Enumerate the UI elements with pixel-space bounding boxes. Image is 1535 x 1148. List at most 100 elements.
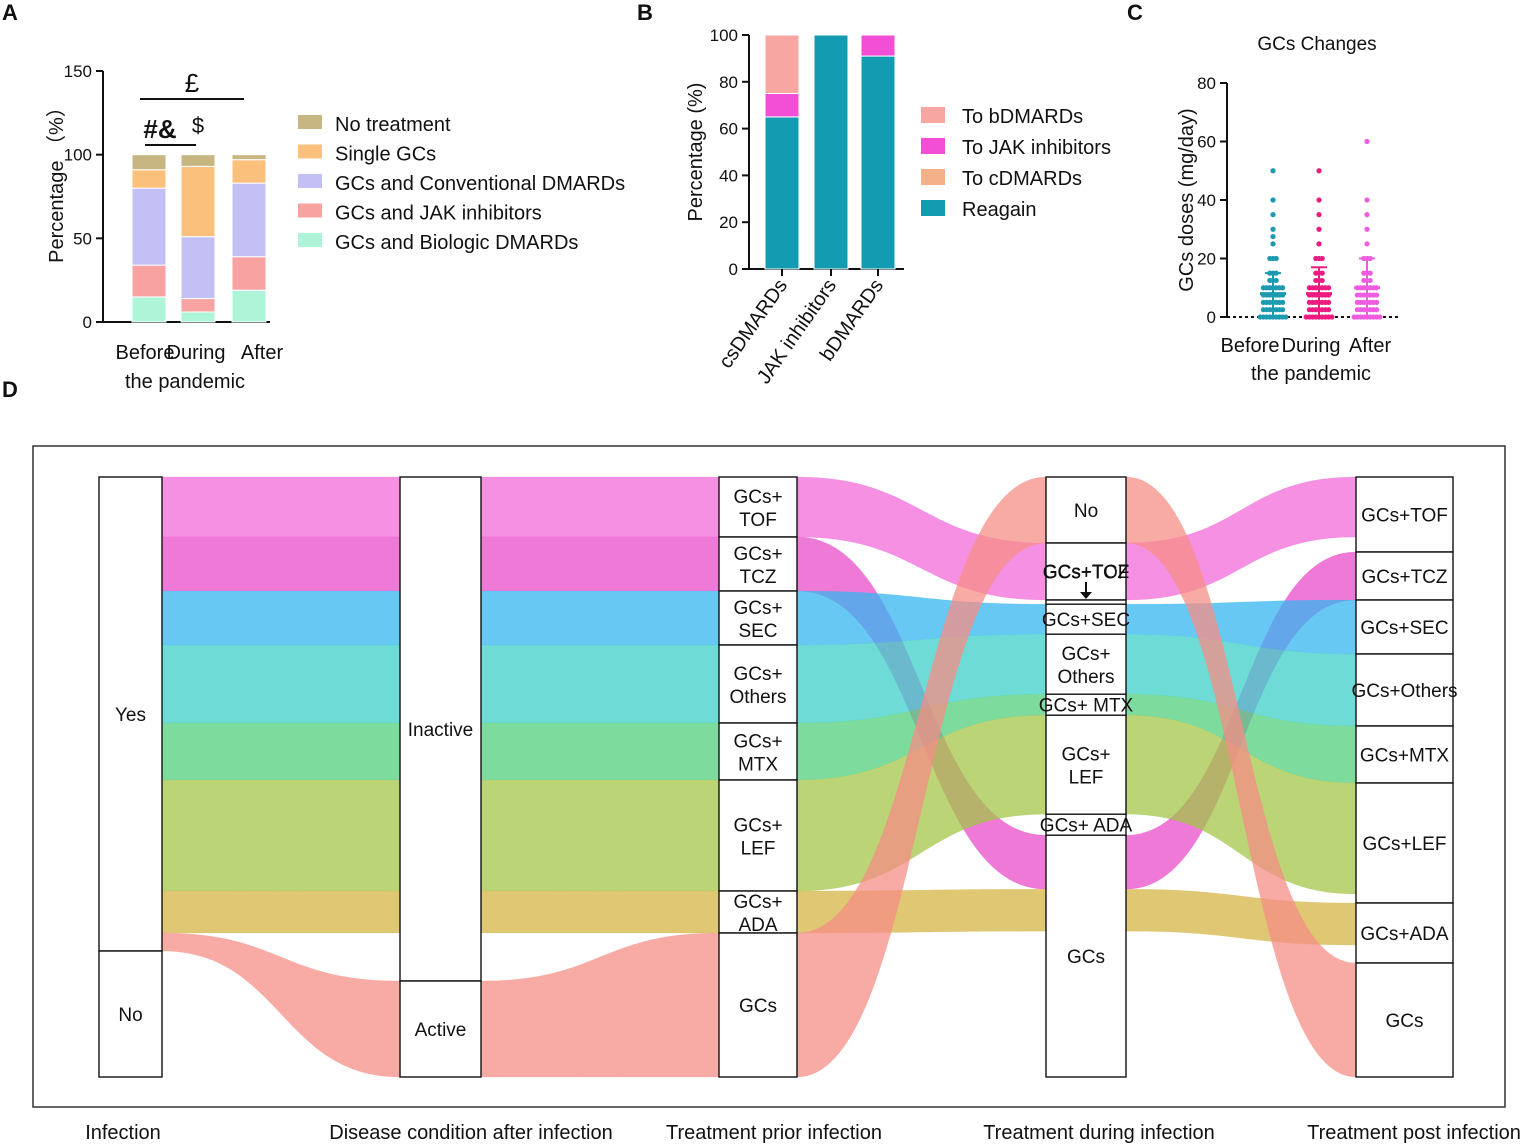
sankey-node-label: GCs+LEF [1363,834,1447,855]
panel-c-chart: GCs Changes 0 20 40 60 80 GCs doses (mg/day) Be… [1176,34,1400,385]
sankey-node-label: GCs [1386,1011,1424,1032]
data-point [1273,277,1279,284]
data-point [1326,307,1332,313]
sankey-node [1355,653,1454,727]
sankey-node-label: Others [729,687,786,708]
y-tick-label: 0 [83,313,92,332]
data-point [1319,270,1325,276]
bar-segment [860,55,896,270]
sankey-node-label: SEC [738,621,777,642]
data-point [1316,241,1322,247]
sankey-node-label: GCs+ADA [1360,924,1448,945]
sankey-node-label: GCs+TCZ [1361,567,1447,588]
bar-segment [131,187,167,266]
data-point [1280,285,1286,291]
sankey-column-label: Treatment during infection [983,1122,1215,1144]
sankey-node-label: GCs+ [733,544,782,565]
sankey-flow-sec [161,590,401,646]
sankey-node [1045,633,1127,695]
x-axis-label: the pandemic [125,371,245,393]
sankey-node-label: GCs+Others [1351,681,1457,702]
bar-segment [180,311,216,323]
panel-letter-a: A [2,0,18,25]
x-axis-label: the pandemic [1251,363,1371,385]
data-point [1283,314,1289,320]
legend-label: To cDMARDs [962,168,1082,190]
legend-label: Single GCs [335,144,436,166]
annotation-label: £ [185,68,200,98]
bar-segment [180,236,216,300]
legend-swatch [921,169,945,185]
chart-title: GCs Changes [1257,34,1376,55]
sankey-node [1355,599,1454,655]
sankey-node-label: No [1074,501,1098,522]
data-point [1364,138,1370,145]
bar-segment [231,154,267,161]
sankey-column-label: Infection [85,1122,161,1144]
sankey-node-label: GCs+ [1061,745,1110,766]
y-tick-label: 20 [1197,250,1216,269]
sankey-node-label: GCs+SEC [1042,610,1130,631]
sankey-node [1045,834,1127,1078]
y-tick-label: 0 [1207,308,1216,327]
sankey-flow-gcs [161,932,401,1078]
sankey-node-label: Yes [115,705,146,726]
data-point [1270,241,1276,247]
bar-segment [231,289,267,323]
sankey-node [98,950,163,1078]
x-tick-label: Before [1221,335,1280,357]
legend-label: To JAK inhibitors [962,137,1111,159]
legend-label: No treatment [335,114,451,136]
y-tick-label: 80 [1197,74,1216,93]
data-point [1319,277,1325,284]
data-point [1364,197,1370,203]
legend-label: GCs and JAK inhibitors [335,203,542,225]
sankey-node [718,779,798,892]
sankey-node-label: GCs [739,996,777,1017]
sankey-node [718,932,798,1078]
y-tick-label: 40 [1197,191,1216,210]
legend-swatch [298,233,322,247]
y-tick-label: 60 [719,120,738,139]
sankey-node-label: GCs+TOF [1043,563,1130,584]
bar-segment [131,264,167,298]
sankey-flows [161,476,1357,1078]
legend-swatch [298,203,322,218]
data-point [1326,299,1332,305]
y-tick-label: 50 [73,229,92,248]
bar-segment [764,93,800,118]
sankey-node-label: Active [415,1020,467,1041]
sankey-node-label: GCs+ [733,664,782,685]
data-point [1329,314,1335,320]
x-tick-label: Before [116,342,175,364]
data-point [1364,226,1370,232]
sankey-column-label: Treatment prior infection [666,1122,882,1144]
data-point [1326,285,1332,291]
data-point [1319,255,1325,262]
sankey-flow-tcz [480,536,720,592]
data-point [1364,212,1370,218]
sankey-flow-lef [480,779,720,892]
bar-segment [180,154,216,167]
sankey-node-label: GCs+SEC [1360,618,1448,639]
sankey-node [98,476,163,952]
sankey-node [399,476,482,982]
legend-swatch [298,144,322,159]
sankey-node-label: GCs+ [733,598,782,619]
sankey-node [399,980,482,1078]
data-point [1316,226,1322,232]
x-tick-label: During [167,342,226,364]
sankey-column-label: Treatment post infection [1307,1122,1521,1144]
sankey-node [1355,902,1454,964]
sankey-node-label: GCs+ ADA [1040,816,1133,837]
data-point [1374,307,1380,313]
y-tick-label: 20 [719,213,738,232]
y-tick-label: 100 [64,146,92,165]
data-point [1374,299,1380,305]
y-axis-label: GCs doses (mg/day) [1176,108,1198,291]
x-tick-label: During [1282,335,1341,357]
panel-letter-d: D [2,377,18,402]
data-point [1316,168,1322,174]
sankey-node [1355,782,1454,904]
data-point [1364,241,1370,247]
